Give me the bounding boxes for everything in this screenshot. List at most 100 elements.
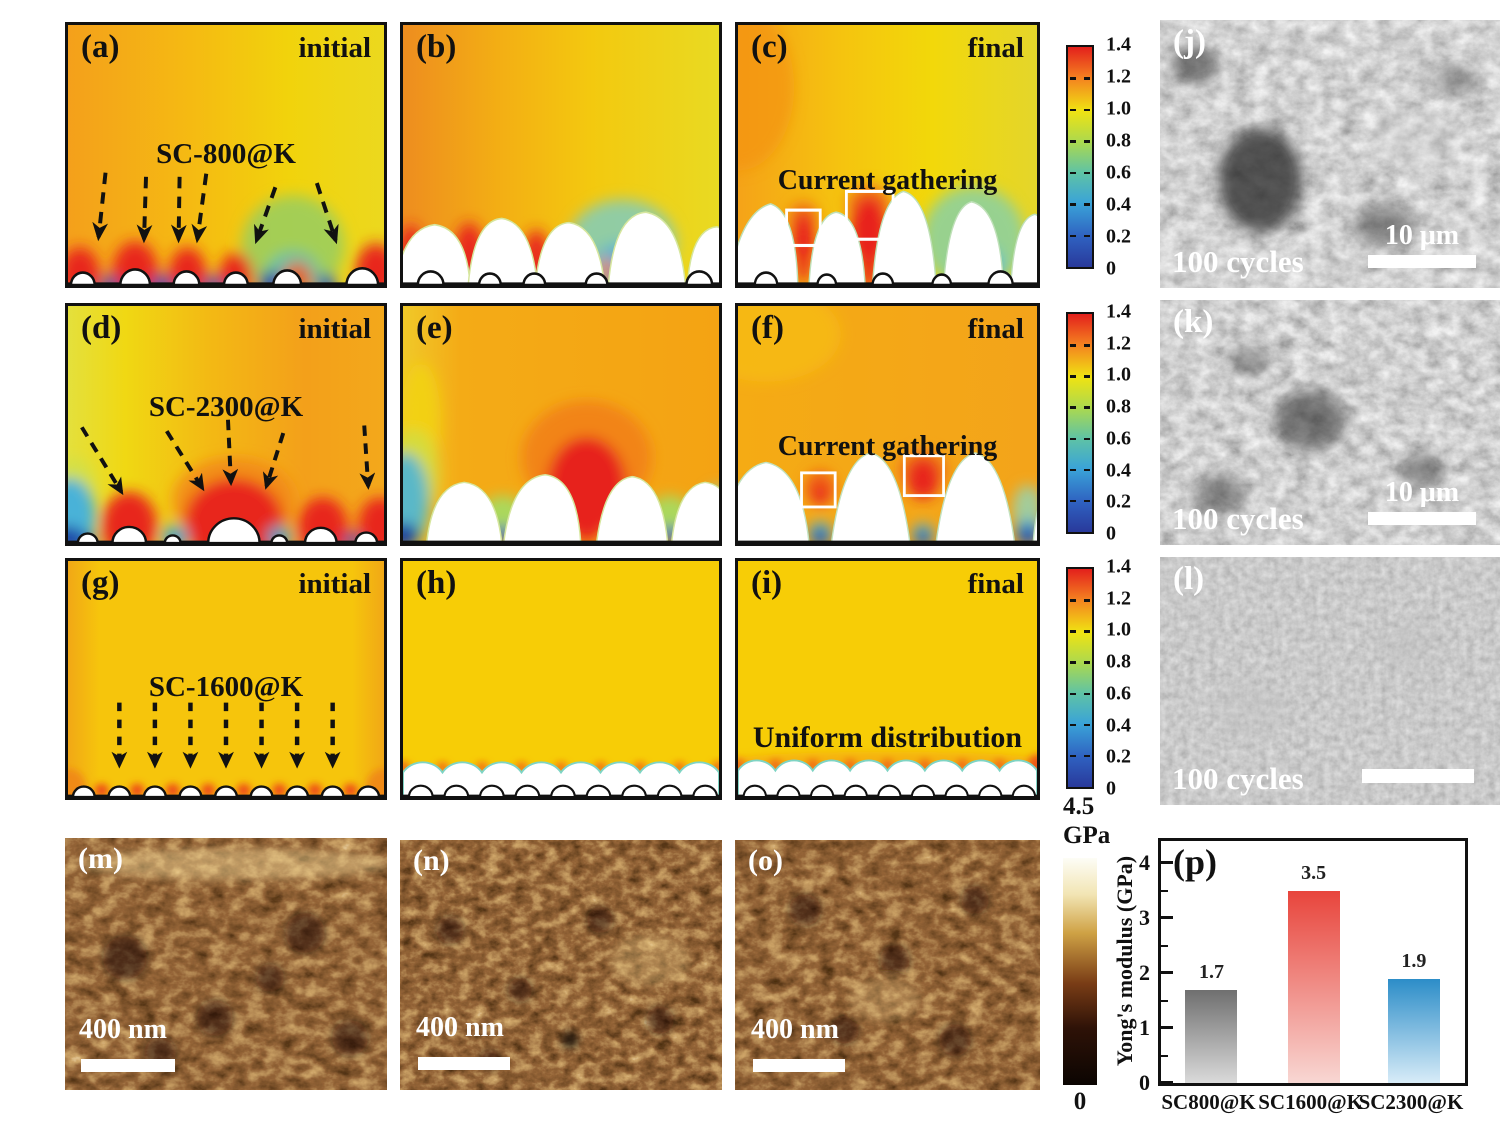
electrode-bumps — [742, 784, 1037, 797]
panel-k-sem-image: (k) 100 cycles 10 μm — [1160, 300, 1500, 545]
colorbar-tick — [1070, 406, 1076, 409]
sample-annotation: SC-1600@K — [148, 671, 304, 703]
chart-plot-area: (p) 1.7 3.5 1.9 — [1158, 838, 1468, 1086]
cycles-label: 100 cycles — [1172, 244, 1304, 279]
heatmap-f — [738, 306, 1037, 543]
heatmap-i — [738, 561, 1037, 797]
bar-value-label: 1.9 — [1401, 949, 1427, 972]
sem-texture — [1160, 300, 1500, 545]
colorbar-tick-label: 0.6 — [1106, 427, 1131, 450]
panel-letter: (k) — [1173, 304, 1214, 340]
panel-letter: (a) — [81, 29, 120, 65]
scale-bar — [1368, 512, 1476, 525]
colorbar-gradient — [1066, 45, 1094, 269]
x-axis-category-label: SC800@K — [1161, 1090, 1256, 1114]
sample-annotation: SC-2300@K — [148, 391, 304, 423]
cycles-label: 100 cycles — [1172, 501, 1304, 536]
stage-tag: initial — [298, 568, 371, 600]
panel-l-sem-image: (l) 100 cycles — [1160, 557, 1500, 805]
annotation: Current gathering — [777, 165, 998, 196]
colorbar-tick — [1070, 375, 1076, 378]
bar-value-label: 1.7 — [1198, 960, 1224, 983]
colorbar-tick-label: 1.0 — [1106, 618, 1131, 641]
colorbar-tick-label: 0.2 — [1106, 225, 1131, 248]
stage-tag: final — [967, 568, 1024, 600]
panel-letter: (h) — [416, 565, 457, 601]
colorbar-tick-label: 1.0 — [1106, 363, 1131, 386]
colorbar-tick-label: 0.6 — [1106, 682, 1131, 705]
panel-d-simulation: (d) initial SC-2300@K — [65, 303, 387, 546]
colorbar-tick-label: 0.8 — [1106, 395, 1131, 418]
colorbar-tick-label: 0.2 — [1106, 490, 1131, 513]
modulus-bar-SC800@K — [1185, 989, 1238, 1083]
colorbar-tick-label: 1.2 — [1106, 332, 1131, 355]
deposit-mounds — [738, 452, 1037, 543]
y-axis-tick — [1161, 1026, 1173, 1029]
colorbar-tick — [1084, 754, 1090, 758]
y-axis-tick-label: 0 — [1139, 1070, 1150, 1095]
colorbar-tick-label: 0.8 — [1106, 129, 1131, 152]
colorbar-tick — [1084, 468, 1090, 472]
scale-bar — [418, 1057, 510, 1070]
heatmap-d — [68, 306, 384, 543]
colorbar-tick — [1084, 630, 1090, 633]
panel-n-afm-image: (n) 400 nm — [400, 840, 722, 1090]
colorbar-tick — [1084, 344, 1090, 347]
colorbar-tick — [1084, 77, 1090, 80]
panel-letter: (o) — [748, 844, 783, 877]
colorbar-tick — [1084, 599, 1090, 602]
stage-tag: initial — [298, 32, 371, 64]
deposit-mounds — [425, 474, 719, 543]
colorbar-tick — [1070, 140, 1076, 143]
colorbar-tick — [1070, 723, 1076, 727]
colorbar-tick — [1070, 234, 1076, 238]
electrode-bumps — [416, 270, 714, 285]
panel-letter: (m) — [78, 842, 123, 875]
panel-e-simulation: (e) — [400, 303, 722, 546]
scale-bar — [1368, 255, 1476, 268]
colorbar-tick — [1084, 234, 1090, 238]
x-axis-category-label: SC2300@K — [1358, 1090, 1464, 1114]
panel-f-simulation: (f) final Current gathering — [735, 303, 1040, 546]
colorbar-tick-label: 1.4 — [1106, 33, 1131, 56]
panel-h-simulation: (h) — [400, 558, 722, 800]
y-axis-tick — [1161, 944, 1168, 947]
heatmap-g — [68, 561, 384, 797]
colorbar-tick — [1084, 661, 1090, 664]
scalebar-label: 10 μm — [1384, 220, 1460, 251]
colorbar-tick — [1084, 203, 1090, 206]
colorbar-tick — [1070, 661, 1076, 664]
y-axis-tick — [1161, 1081, 1173, 1084]
colorbar-tick-label: 0.6 — [1106, 161, 1131, 184]
colorbar-tick-label: 0.4 — [1106, 714, 1131, 737]
heatmap-b — [403, 25, 719, 285]
sem-texture — [1160, 20, 1500, 288]
y-axis-tick-label: 3 — [1139, 905, 1150, 930]
gpa-colorbar-max: 4.5 — [1063, 793, 1095, 820]
scale-bar — [753, 1059, 845, 1072]
heatmap-c — [738, 25, 1037, 285]
y-axis-tick-label: 1 — [1139, 1015, 1150, 1040]
current-arrows — [111, 702, 341, 769]
panel-letter: (d) — [81, 310, 122, 346]
y-axis-tick — [1161, 999, 1168, 1002]
heatmap-h — [403, 561, 719, 797]
colorbar-tick-label: 0.2 — [1106, 745, 1131, 768]
electrode-bumps — [407, 784, 719, 797]
panel-letter: (b) — [416, 29, 457, 65]
panel-letter: (j) — [1173, 24, 1206, 60]
colorbar-tick — [1070, 599, 1076, 602]
colorbar-tick — [1070, 754, 1076, 758]
colorbar-tick-label: 0.8 — [1106, 650, 1131, 673]
colorbar-tick-label: 1.0 — [1106, 97, 1131, 120]
y-axis-tick — [1161, 861, 1173, 864]
bar-value-label: 3.5 — [1301, 861, 1327, 884]
highlight-boxes — [785, 189, 895, 248]
afm-texture — [400, 840, 722, 1090]
panel-b-simulation: (b) — [400, 22, 722, 288]
y-axis-tick — [1161, 1054, 1168, 1057]
annotation: Current gathering — [777, 431, 998, 462]
highlight-boxes — [800, 454, 945, 509]
colorbar-tick — [1070, 692, 1076, 696]
